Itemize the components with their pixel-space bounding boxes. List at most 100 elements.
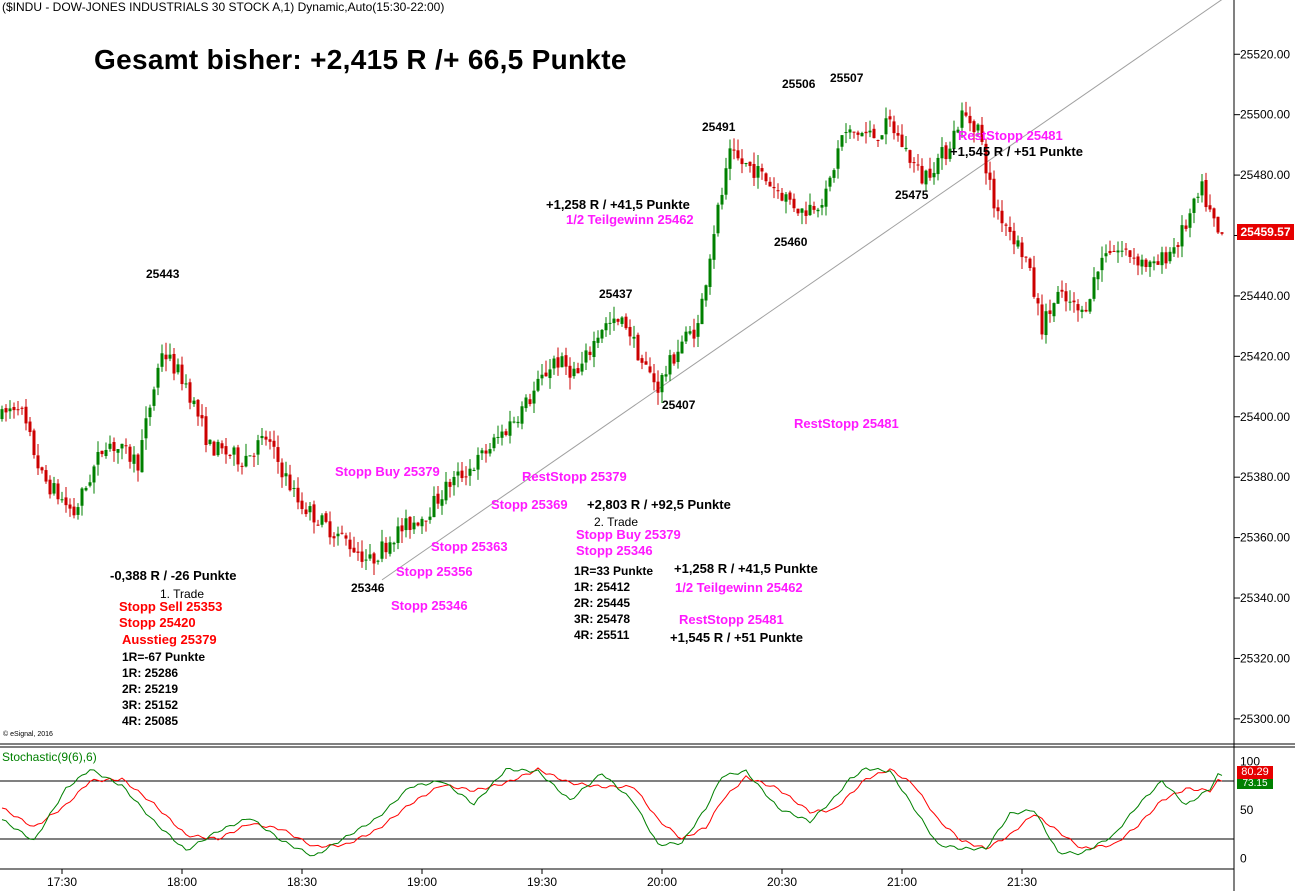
candle-body <box>460 470 464 479</box>
candle-body <box>956 129 960 133</box>
candle-body <box>1052 303 1056 317</box>
total-result-title: Gesamt bisher: +2,415 R /+ 66,5 Punkte <box>94 44 627 75</box>
candle-body <box>188 382 192 403</box>
candle-body <box>940 147 944 159</box>
candle-body <box>344 535 348 539</box>
candle-body <box>720 194 724 205</box>
candle-body <box>472 469 476 471</box>
candle-body <box>180 364 184 385</box>
candle-body <box>60 499 64 501</box>
candle-body <box>584 350 588 363</box>
candle-body <box>640 358 644 363</box>
candle-body <box>384 542 388 553</box>
candle-body <box>364 559 368 561</box>
candle-body <box>284 473 288 477</box>
stochastic-title: Stochastic(9(6),6) <box>2 750 97 764</box>
candle-body <box>708 258 712 287</box>
candle-body <box>440 499 444 506</box>
candle-body <box>916 164 920 166</box>
candle-body <box>408 516 412 530</box>
time-tick-label: 20:00 <box>647 875 677 889</box>
candle-body <box>1004 224 1008 226</box>
price-tick-label: 25320.00 <box>1240 651 1290 665</box>
candle-body <box>1080 309 1084 312</box>
trade2-stop-buy: Stopp Buy 25379 <box>576 527 681 542</box>
candle-body <box>368 554 372 559</box>
trendline <box>381 0 1223 581</box>
candle-body <box>36 455 40 469</box>
candle-body <box>292 487 296 489</box>
candle-body <box>96 451 100 465</box>
trade2-r4: 4R: 25511 <box>574 628 630 642</box>
candle-body <box>1184 225 1188 229</box>
note-rest-result-top: +1,545 R / +51 Punkte <box>950 144 1083 159</box>
candle-body <box>1044 311 1048 336</box>
candle-body <box>32 430 36 456</box>
candle-body <box>1096 271 1100 280</box>
trade2-result: +2,803 R / +92,5 Punkte <box>587 497 731 512</box>
candle-body <box>268 439 272 442</box>
stochastic-d-value: 73.15 <box>1237 779 1273 789</box>
candle-body <box>988 172 992 180</box>
candle-body <box>992 178 996 209</box>
price-label: 25491 <box>702 120 736 134</box>
candle-body <box>200 415 204 419</box>
candle-body <box>1088 299 1092 312</box>
candle-body <box>404 518 408 531</box>
candle-body <box>952 130 956 150</box>
trade2-r1: 1R: 25412 <box>574 580 631 594</box>
candle-body <box>1048 310 1052 314</box>
candle-body <box>300 500 304 510</box>
note-rest-stop-top: RestStopp 25481 <box>958 128 1063 143</box>
candle-body <box>360 551 364 562</box>
trade2-partial-result: +1,258 R / +41,5 Punkte <box>674 561 818 576</box>
candle-body <box>868 130 872 133</box>
price-tick-label: 25500.00 <box>1240 108 1290 122</box>
candle-body <box>448 481 452 487</box>
trade1-exit: Ausstieg 25379 <box>122 632 217 647</box>
candle-body <box>1212 208 1216 219</box>
candle-body <box>884 118 888 135</box>
candle-body <box>1068 301 1072 303</box>
last-price-tag: 25459.57 <box>1237 224 1294 240</box>
candle-body <box>1172 247 1176 254</box>
stochastic-tick-label: 100 <box>1240 755 1260 769</box>
stochastic-tick-label: 0 <box>1240 851 1247 865</box>
candle-body <box>176 364 180 373</box>
trade1-r3: 3R: 25152 <box>122 698 179 712</box>
candle-body <box>1020 242 1024 258</box>
candle-body <box>1124 248 1128 250</box>
candle-body <box>116 449 120 453</box>
candle-body <box>388 542 392 554</box>
candle-body <box>536 378 540 391</box>
candle-body <box>576 368 580 374</box>
candle-body <box>1160 252 1164 266</box>
candle-body <box>1144 259 1148 267</box>
candle-body <box>204 416 208 446</box>
candle-body <box>896 133 900 136</box>
candle-body <box>828 177 832 187</box>
candle-body <box>0 409 4 420</box>
candle-body <box>520 406 524 424</box>
candle-body <box>148 407 152 418</box>
candle-body <box>1056 291 1060 304</box>
candle-body <box>340 532 344 534</box>
candle-body <box>880 135 884 140</box>
time-tick-label: 18:00 <box>167 875 197 889</box>
candle-body <box>1060 289 1064 292</box>
candle-body <box>552 358 556 369</box>
candle-body <box>392 542 396 545</box>
candle-body <box>544 372 548 377</box>
candle-body <box>320 515 324 525</box>
candle-body <box>492 437 496 449</box>
copyright-text: © eSignal, 2016 <box>3 731 53 738</box>
candle-body <box>464 476 468 478</box>
trade1-stop: Stopp 25420 <box>119 615 196 630</box>
candle-body <box>1064 291 1068 302</box>
candle-body <box>152 389 156 406</box>
candle-body <box>276 447 280 462</box>
candle-body <box>316 524 320 526</box>
candle-body <box>396 526 400 543</box>
trade2-title: 2. Trade <box>594 515 639 529</box>
